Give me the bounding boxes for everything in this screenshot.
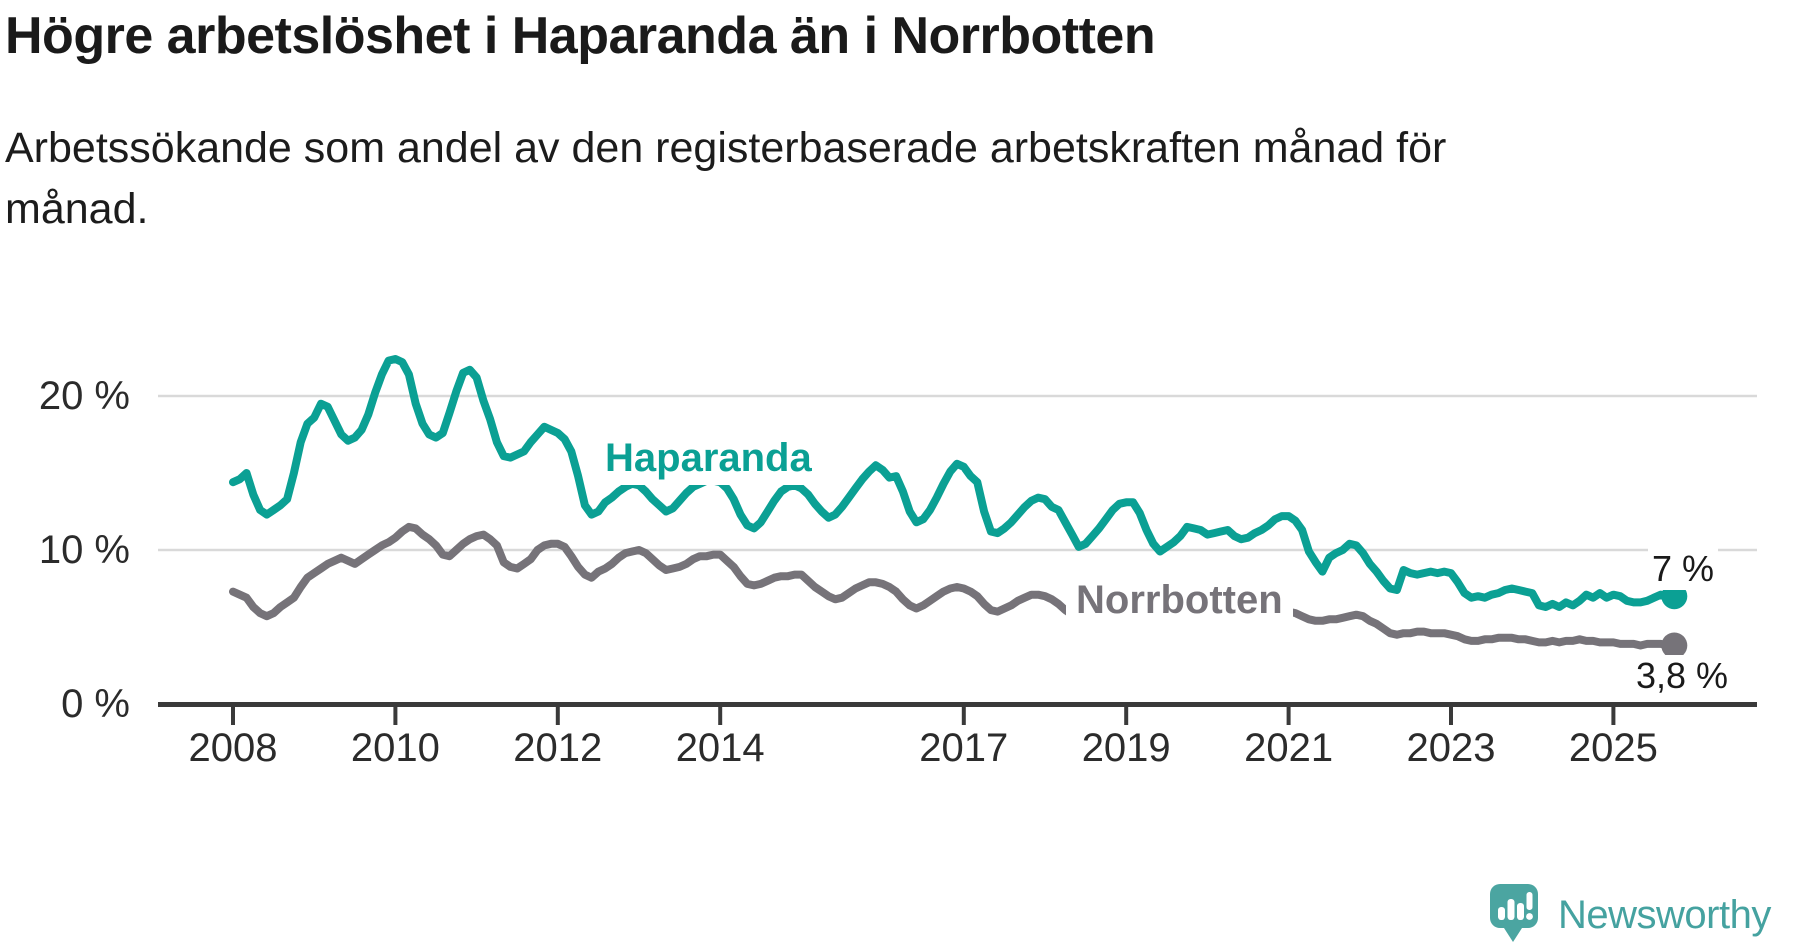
end-value-label-norrbotten: 3,8 % [1632,655,1733,697]
end-point-marker-norrbotten [1661,632,1688,659]
y-tick-label: 20 % [38,374,130,418]
x-tick-label: 2023 [1406,726,1496,770]
x-tick-label: 2012 [513,726,603,770]
x-tick-label: 2021 [1244,726,1334,770]
logo-bar-chart-glyph [1498,892,1533,920]
x-tick-label: 2008 [188,726,278,770]
x-tick-label: 2025 [1568,726,1658,770]
x-tick-label: 2010 [350,726,440,770]
page-title: Högre arbetslöshet i Haparanda än i Norr… [5,7,1156,65]
end-value-label-haparanda: 7 % [1648,548,1719,590]
x-tick-label: 2014 [675,726,765,770]
y-tick-label: 0 % [61,682,130,726]
newsworthy-branding[interactable]: Newsworthy [1490,884,1771,946]
page-subtitle: Arbetssökande som andel av den registerb… [5,124,1447,234]
series-line-norrbotten [229,522,1679,650]
newsworthy-logo-text: Newsworthy [1558,893,1771,937]
series-line-haparanda [229,355,1679,611]
x-tick-label: 2019 [1081,726,1171,770]
series-label-haparanda: Haparanda [595,434,822,485]
series-label-norrbotten: Norrbotten [1066,576,1293,627]
x-tick-label: 2017 [919,726,1009,770]
newsworthy-logo-icon [1490,884,1538,942]
y-tick-label: 10 % [38,528,130,572]
